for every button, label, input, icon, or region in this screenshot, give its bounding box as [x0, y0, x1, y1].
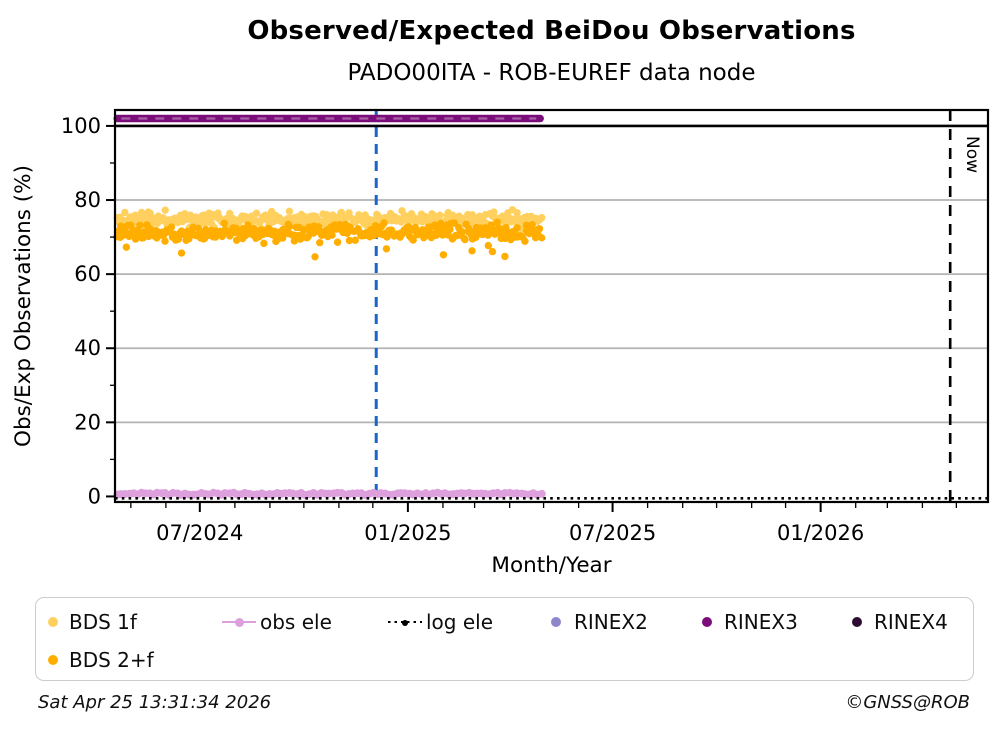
y-axis-label: Obs/Exp Observations (%) [11, 165, 36, 447]
svg-text:60: 60 [74, 262, 101, 286]
y-axis-ticks: 0 20 40 60 80 100 [61, 114, 115, 508]
legend-line-dot-icon [222, 616, 256, 628]
chart-plot-area: Now 0 20 40 60 80 100 07/2024 01/2025 07/2025 01/2… [11, 108, 990, 578]
copyright-label: ©GNSS@ROB [845, 692, 970, 713]
legend-dot-icon [852, 617, 862, 627]
legend-item-label: RINEX2 [574, 610, 648, 634]
svg-text:0: 0 [88, 484, 101, 508]
legend-item-label: log ele [426, 610, 494, 634]
x-axis-label: Month/Year [491, 553, 611, 578]
svg-text:01/2026: 01/2026 [777, 521, 864, 545]
legend-item-obs-ele: obs ele [222, 610, 332, 634]
chart-title: Observed/Expected BeiDou Observations [247, 16, 856, 46]
legend: BDS 1f obs ele log ele RINEX2 RINEX3 RINEX4 BD… [35, 597, 974, 681]
legend-item-bds-1f: BDS 1f [48, 610, 137, 634]
svg-text:80: 80 [74, 188, 101, 212]
svg-text:20: 20 [74, 410, 101, 434]
svg-text:07/2025: 07/2025 [569, 521, 656, 545]
svg-text:07/2024: 07/2024 [156, 521, 243, 545]
legend-item-rinex2: RINEX2 [551, 610, 648, 634]
legend-dot-icon [48, 617, 58, 627]
chart-subtitle: PADO00ITA - ROB-EUREF data node [347, 60, 756, 86]
bds-2f-points [113, 218, 546, 261]
legend-item-rinex3: RINEX3 [702, 610, 798, 634]
legend-dot-icon [702, 617, 712, 627]
plot-frame [113, 108, 990, 504]
svg-text:40: 40 [74, 336, 101, 360]
now-label: Now [962, 136, 982, 173]
legend-item-label: RINEX4 [874, 610, 948, 634]
legend-item-label: obs ele [260, 610, 332, 634]
legend-dotted-line-icon [388, 616, 422, 628]
legend-item-log-ele: log ele [388, 610, 493, 634]
legend-item-label: BDS 1f [69, 610, 137, 634]
legend-item-label: BDS 2+f [69, 648, 154, 672]
legend-dot-icon [48, 655, 58, 665]
legend-item-label: RINEX3 [724, 610, 798, 634]
svg-text:100: 100 [61, 114, 101, 138]
svg-text:01/2025: 01/2025 [364, 521, 451, 545]
now-line: Now [948, 110, 982, 502]
obs-ele-line [113, 488, 546, 499]
generation-timestamp: Sat Apr 25 13:31:34 2026 [38, 692, 272, 713]
x-axis-ticks: 07/2024 01/2025 07/2025 01/2026 [130, 502, 957, 545]
legend-item-bds-2-f: BDS 2+f [48, 648, 154, 672]
legend-item-rinex4: RINEX4 [852, 610, 948, 634]
y-gridlines [115, 199, 988, 424]
legend-dot-icon [551, 617, 561, 627]
